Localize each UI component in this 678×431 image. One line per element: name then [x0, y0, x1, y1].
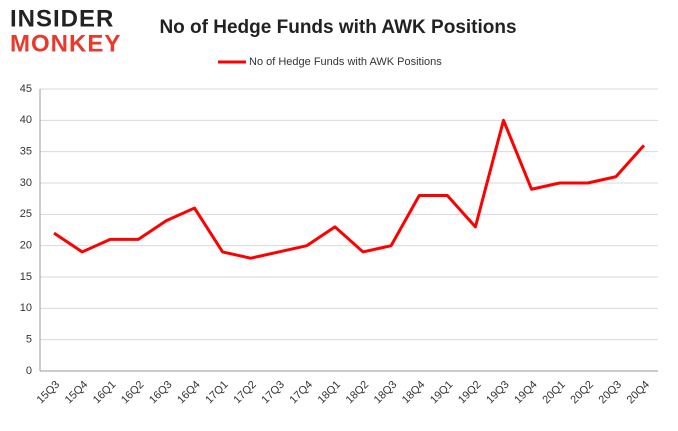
- y-tick-label: 10: [20, 302, 32, 314]
- y-tick-label: 35: [20, 146, 32, 158]
- chart-title: No of Hedge Funds with AWK Positions: [159, 17, 516, 38]
- y-tick-label: 20: [20, 240, 32, 252]
- y-tick-label: 30: [20, 177, 32, 189]
- legend-label: No of Hedge Funds with AWK Positions: [249, 56, 442, 68]
- y-tick-label: 45: [20, 83, 32, 95]
- logo-line1: INSIDER: [10, 5, 114, 32]
- y-tick-label: 5: [26, 334, 32, 346]
- y-tick-label: 40: [20, 114, 32, 126]
- data-line: [53, 118, 646, 260]
- logo-line2: MONKEY: [10, 30, 121, 57]
- y-tick-label: 0: [26, 365, 32, 377]
- y-tick-label: 25: [20, 208, 32, 220]
- y-tick-label: 15: [20, 271, 32, 283]
